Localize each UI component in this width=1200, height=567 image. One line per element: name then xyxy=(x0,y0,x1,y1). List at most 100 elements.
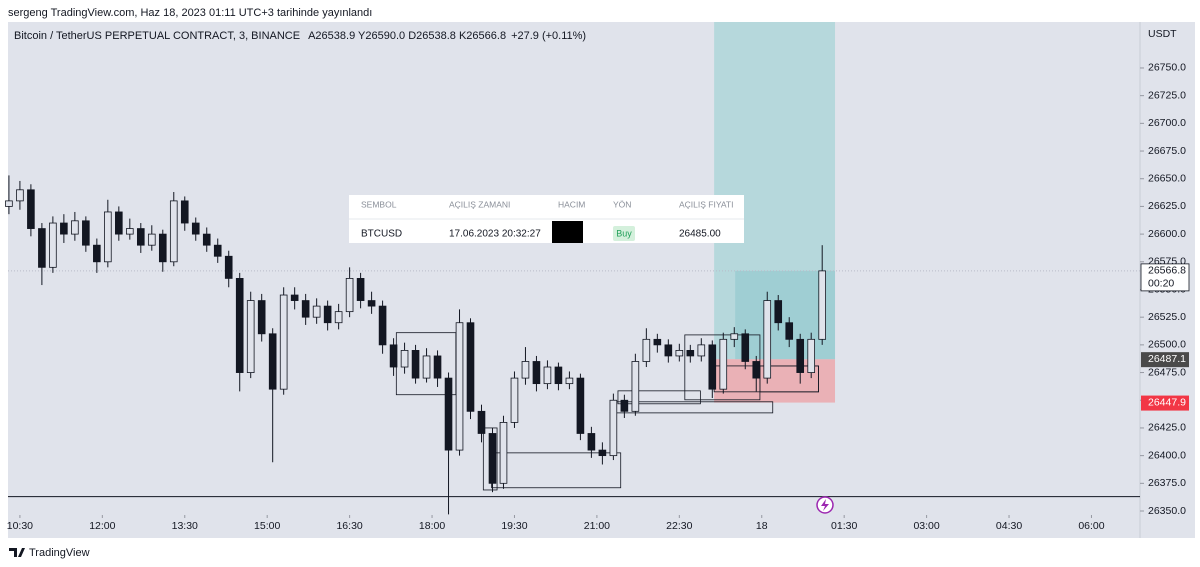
candle-body xyxy=(301,300,310,318)
candle-body xyxy=(279,294,288,390)
drawn-box xyxy=(617,390,701,405)
candle-body xyxy=(444,377,453,451)
position-label: 26487.1 xyxy=(1148,353,1186,365)
candle-body xyxy=(71,220,79,235)
candle-body xyxy=(345,278,354,313)
price-countdown: 00:20 xyxy=(1148,278,1174,290)
candle-body xyxy=(169,200,178,263)
ohlc: A26538.9 Y26590.0 D26538.8 K26566.8 xyxy=(308,30,506,42)
x-tick-label: 18:00 xyxy=(419,520,445,532)
position-label-box xyxy=(1141,352,1189,368)
price-unit: USDT xyxy=(1148,28,1177,40)
candle-body xyxy=(631,361,640,412)
candle-body xyxy=(741,333,750,362)
candle-body xyxy=(27,189,35,229)
x-tick-label: 10:30 xyxy=(7,520,33,532)
panel-cell: Buy xyxy=(616,228,632,238)
candle-body xyxy=(422,355,431,379)
candle-body xyxy=(257,300,266,335)
brand-name: TradingView xyxy=(29,547,90,559)
candle-body xyxy=(818,270,827,340)
y-tick-label: 26725.0 xyxy=(1148,89,1186,101)
candle-body xyxy=(763,300,772,379)
candle-body xyxy=(719,338,728,390)
x-tick-label: 22:30 xyxy=(666,520,692,532)
candle-body xyxy=(455,322,464,451)
candle-body xyxy=(213,244,222,257)
candle-body xyxy=(543,366,552,385)
candle-body xyxy=(796,338,805,373)
candle-body xyxy=(609,399,618,457)
brand-icon xyxy=(9,548,25,557)
candle-body xyxy=(565,377,574,385)
candle-body xyxy=(807,338,816,373)
candle-body xyxy=(290,294,299,301)
candle-body xyxy=(664,344,673,357)
position-label-box xyxy=(1141,395,1189,411)
panel-header: AÇILIŞ FIYATI xyxy=(679,199,733,209)
candle-body xyxy=(686,350,695,357)
symbol: Bitcoin / TetherUS PERPETUAL CONTRACT, 3… xyxy=(14,30,300,42)
candle-body xyxy=(104,211,112,263)
panel-header: SEMBOL xyxy=(361,199,397,209)
x-tick-label: 18 xyxy=(756,520,768,532)
candle-body xyxy=(587,433,596,451)
candle-body xyxy=(675,350,684,357)
candle-body xyxy=(312,305,321,318)
buy-badge xyxy=(613,226,635,241)
candle-body xyxy=(224,255,233,279)
candle-body xyxy=(620,399,629,412)
y-tick-label: 26600.0 xyxy=(1148,228,1186,240)
candle-body xyxy=(785,322,794,340)
candle-body xyxy=(752,361,761,379)
alert-bolt xyxy=(821,499,829,511)
candle-body xyxy=(323,305,332,324)
candle-body xyxy=(60,222,68,235)
y-tick-label: 26625.0 xyxy=(1148,200,1186,212)
candle-body xyxy=(334,311,343,324)
candle-body xyxy=(158,233,167,263)
y-tick-label: 26700.0 xyxy=(1148,117,1186,129)
candle-body xyxy=(433,355,442,379)
redacted-volume xyxy=(552,221,583,243)
candle-body xyxy=(499,422,508,484)
panel-cell: 26485.00 xyxy=(679,229,721,240)
panel-cell: BTCUSD xyxy=(361,229,402,240)
candle-body xyxy=(642,338,651,362)
symbol-line: Bitcoin / TetherUS PERPETUAL CONTRACT, 3… xyxy=(14,30,586,42)
panel-header: HACIM xyxy=(558,199,585,209)
candle-body xyxy=(235,278,244,373)
panel-header: YÖN xyxy=(613,199,631,209)
candle-body xyxy=(49,222,57,268)
candle-body xyxy=(246,300,255,373)
y-tick-label: 26400.0 xyxy=(1148,449,1186,461)
candle-body xyxy=(488,433,497,484)
candle-body xyxy=(268,333,277,390)
position-label: 26447.9 xyxy=(1148,396,1186,408)
drawn-box xyxy=(482,427,498,491)
candle-body xyxy=(367,300,376,307)
change: +27.9 (+0.11%) xyxy=(511,30,586,42)
candle-body xyxy=(115,211,123,235)
x-tick-label: 03:00 xyxy=(913,520,939,532)
candle-body xyxy=(653,338,662,346)
candle-body xyxy=(378,305,387,346)
y-tick-label: 26650.0 xyxy=(1148,173,1186,185)
candle-body xyxy=(191,222,200,235)
y-tick-label: 26425.0 xyxy=(1148,422,1186,434)
x-tick-label: 16:30 xyxy=(336,520,362,532)
y-tick-label: 26475.0 xyxy=(1148,366,1186,378)
plot-area xyxy=(5,22,1140,515)
x-tick-label: 13:30 xyxy=(172,520,198,532)
candle-body xyxy=(576,377,585,434)
brand-logo: TradingView xyxy=(9,547,90,559)
candle-body xyxy=(16,189,24,202)
position-active xyxy=(735,270,836,360)
candle-body xyxy=(708,344,717,390)
x-tick-label: 01:30 xyxy=(831,520,857,532)
candle-body xyxy=(554,366,563,385)
candle-body xyxy=(411,350,420,379)
chart-background xyxy=(8,22,1195,538)
x-tick-label: 06:00 xyxy=(1078,520,1104,532)
x-tick-label: 15:00 xyxy=(254,520,280,532)
